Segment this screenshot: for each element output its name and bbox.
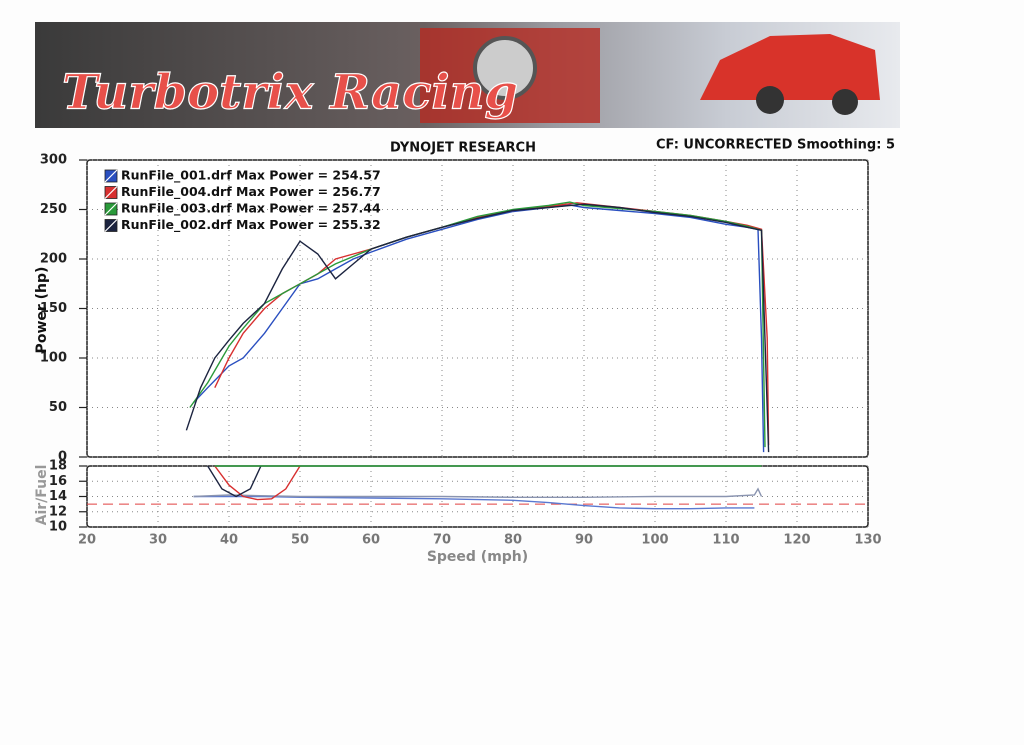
x-tick-label: 90 — [575, 533, 593, 548]
x-tick-label: 80 — [504, 533, 522, 548]
car-image — [700, 34, 880, 100]
x-tick-label: 120 — [783, 533, 810, 548]
series-line — [193, 487, 763, 498]
x-tick-label: 40 — [220, 533, 238, 548]
turbo-image — [473, 36, 537, 100]
x-tick-label: 30 — [149, 533, 167, 548]
settings: CF: UNCORRECTED Smoothing: 5 — [656, 138, 895, 153]
y-tick-label: 100 — [40, 351, 67, 366]
y-axis-label: Power (hp) — [34, 267, 50, 354]
x-tick-label: 20 — [78, 533, 96, 548]
y-tick-label: 14 — [49, 489, 67, 504]
series-line — [193, 495, 755, 510]
chart-title: DYNOJET RESEARCH — [390, 141, 536, 156]
y-tick-label: 0 — [58, 450, 67, 465]
series-line — [185, 203, 770, 453]
series-line — [192, 204, 765, 453]
y-tick-label: 10 — [49, 520, 67, 535]
y-tick-label: 50 — [49, 400, 67, 415]
legend-label: RunFile_001.drf Max Power = 254.57 — [121, 168, 381, 184]
y-tick-label: 250 — [40, 202, 67, 217]
banner-text: Turbotrix Racing — [62, 65, 518, 121]
x-tick-label: 100 — [641, 533, 668, 548]
x-tick-label: 130 — [854, 533, 881, 548]
y-tick-label: 12 — [49, 504, 67, 519]
series-line — [207, 465, 262, 498]
x-tick-label: 60 — [362, 533, 380, 548]
series-line — [189, 201, 766, 448]
legend-label: RunFile_003.drf Max Power = 257.44 — [121, 201, 381, 217]
y-tick-label: 200 — [40, 252, 67, 267]
wheel — [756, 86, 784, 114]
legend-swatch-mark — [104, 169, 118, 183]
legend-swatch-mark — [104, 202, 118, 216]
y-tick-label: 18 — [49, 459, 67, 474]
legend-label: RunFile_004.drf Max Power = 256.77 — [121, 184, 381, 200]
x-tick-label: 50 — [291, 533, 309, 548]
y-tick-label: 150 — [40, 301, 67, 316]
legend-label: RunFile_002.drf Max Power = 255.32 — [121, 217, 381, 233]
legend-swatch-mark — [104, 186, 118, 199]
x-axis-label: Speed (mph) — [427, 549, 528, 565]
legend-swatch-mark — [104, 219, 118, 232]
x-tick-label: 70 — [433, 533, 451, 548]
x-tick-label: 110 — [712, 533, 739, 548]
y-tick-label: 16 — [49, 474, 67, 489]
y-axis-label: Air/Fuel — [34, 465, 50, 526]
series-line — [214, 465, 301, 501]
wheel — [832, 89, 858, 115]
y-tick-label: 300 — [40, 153, 67, 168]
